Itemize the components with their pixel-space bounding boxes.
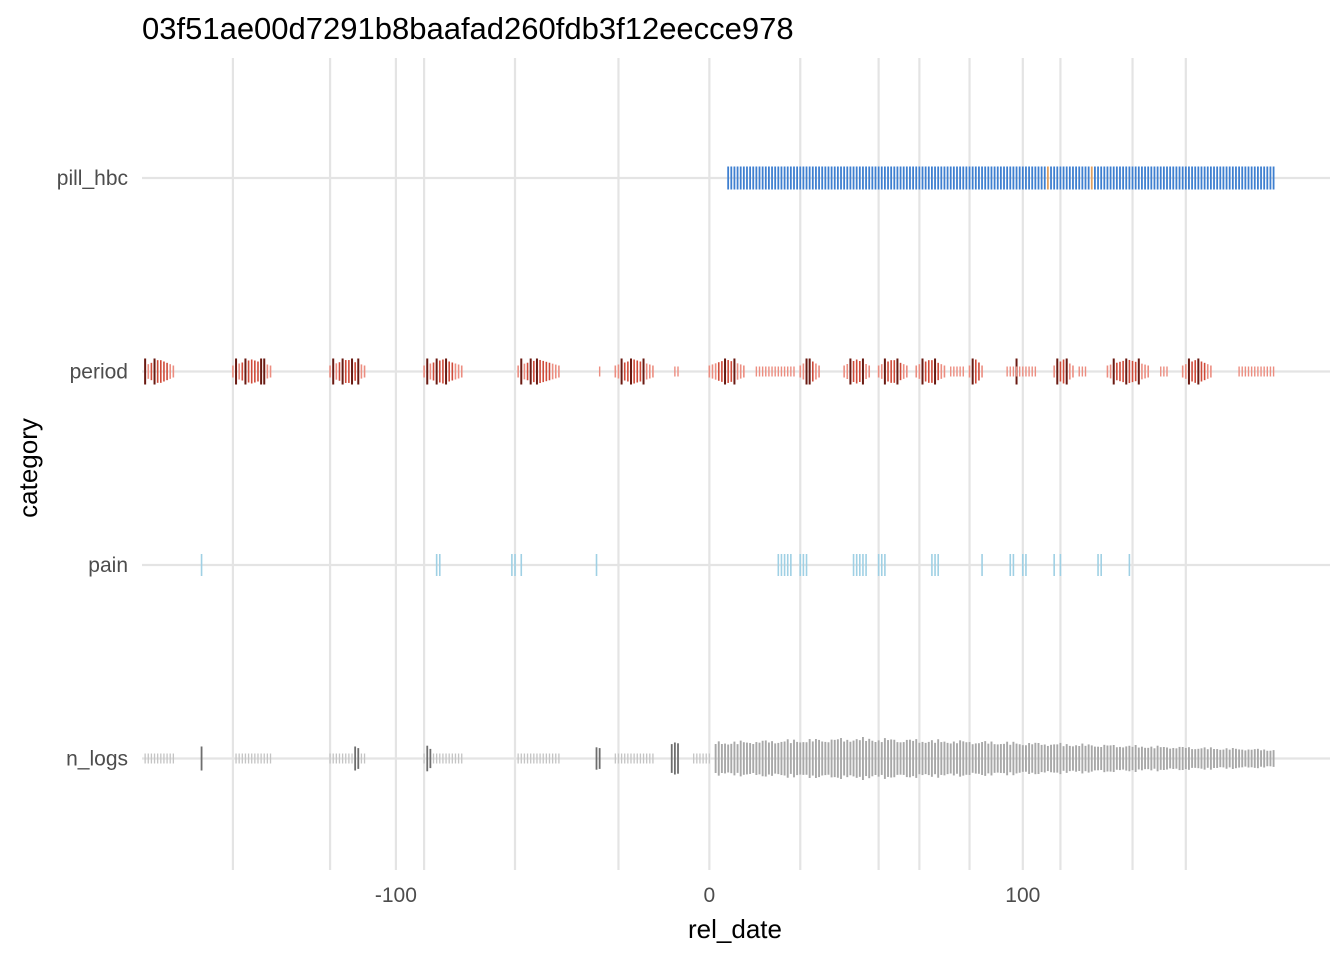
x-axis-title: rel_date — [688, 914, 782, 944]
y-tick-label: period — [70, 361, 128, 384]
y-tick-label: pain — [88, 554, 128, 577]
x-tick-label: 100 — [1005, 884, 1040, 907]
y-tick-label: pill_hbc — [57, 167, 128, 190]
x-tick-label: 0 — [704, 884, 716, 907]
chart-title: 03f51ae00d7291b8baafad260fdb3f12eecce978 — [142, 11, 794, 46]
chart-marks — [144, 166, 1275, 780]
x-tick-label: -100 — [375, 884, 417, 907]
y-axis-title: category — [13, 418, 43, 518]
y-tick-label: n_logs — [66, 748, 128, 771]
